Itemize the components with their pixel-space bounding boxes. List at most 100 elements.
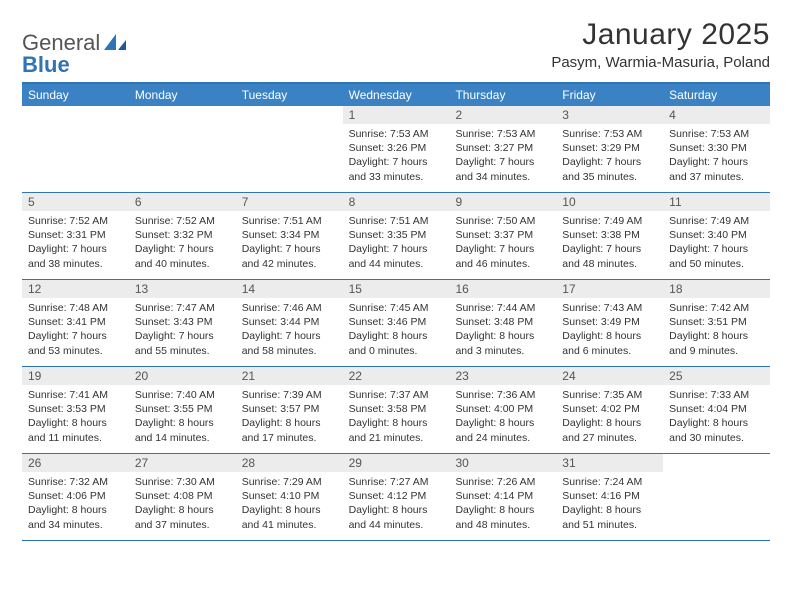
day-sunrise: Sunrise: 7:53 AM	[669, 127, 764, 141]
day-day1: Daylight: 7 hours	[242, 329, 337, 343]
day-body: Sunrise: 7:41 AMSunset: 3:53 PMDaylight:…	[22, 385, 129, 448]
day-sunrise: Sunrise: 7:53 AM	[455, 127, 550, 141]
day-sunset: Sunset: 3:58 PM	[349, 402, 444, 416]
day-cell	[129, 106, 236, 192]
day-body: Sunrise: 7:39 AMSunset: 3:57 PMDaylight:…	[236, 385, 343, 448]
day-header-thursday: Thursday	[449, 84, 556, 106]
day-cell: 29Sunrise: 7:27 AMSunset: 4:12 PMDayligh…	[343, 454, 450, 540]
day-body: Sunrise: 7:40 AMSunset: 3:55 PMDaylight:…	[129, 385, 236, 448]
day-sunset: Sunset: 4:08 PM	[135, 489, 230, 503]
day-cell	[236, 106, 343, 192]
day-day2: and 33 minutes.	[349, 170, 444, 184]
day-day1: Daylight: 8 hours	[28, 503, 123, 517]
day-cell: 10Sunrise: 7:49 AMSunset: 3:38 PMDayligh…	[556, 193, 663, 279]
day-day1: Daylight: 8 hours	[28, 416, 123, 430]
day-sunset: Sunset: 3:37 PM	[455, 228, 550, 242]
day-sunrise: Sunrise: 7:42 AM	[669, 301, 764, 315]
day-day1: Daylight: 7 hours	[28, 242, 123, 256]
day-body: Sunrise: 7:42 AMSunset: 3:51 PMDaylight:…	[663, 298, 770, 361]
day-sunrise: Sunrise: 7:45 AM	[349, 301, 444, 315]
day-sunrise: Sunrise: 7:35 AM	[562, 388, 657, 402]
day-sunrise: Sunrise: 7:32 AM	[28, 475, 123, 489]
day-number: 28	[236, 454, 343, 472]
day-body: Sunrise: 7:53 AMSunset: 3:26 PMDaylight:…	[343, 124, 450, 187]
day-sunrise: Sunrise: 7:48 AM	[28, 301, 123, 315]
day-header-saturday: Saturday	[663, 84, 770, 106]
day-cell: 27Sunrise: 7:30 AMSunset: 4:08 PMDayligh…	[129, 454, 236, 540]
day-cell: 21Sunrise: 7:39 AMSunset: 3:57 PMDayligh…	[236, 367, 343, 453]
day-sunrise: Sunrise: 7:53 AM	[562, 127, 657, 141]
day-sunrise: Sunrise: 7:36 AM	[455, 388, 550, 402]
day-sunset: Sunset: 3:31 PM	[28, 228, 123, 242]
day-day2: and 34 minutes.	[455, 170, 550, 184]
day-sunrise: Sunrise: 7:44 AM	[455, 301, 550, 315]
day-day1: Daylight: 8 hours	[455, 503, 550, 517]
day-number: 8	[343, 193, 450, 211]
day-sunrise: Sunrise: 7:52 AM	[28, 214, 123, 228]
day-cell: 2Sunrise: 7:53 AMSunset: 3:27 PMDaylight…	[449, 106, 556, 192]
location: Pasym, Warmia-Masuria, Poland	[551, 54, 770, 71]
day-number: 5	[22, 193, 129, 211]
day-sunrise: Sunrise: 7:26 AM	[455, 475, 550, 489]
day-sunrise: Sunrise: 7:40 AM	[135, 388, 230, 402]
day-day1: Daylight: 7 hours	[349, 155, 444, 169]
day-body: Sunrise: 7:48 AMSunset: 3:41 PMDaylight:…	[22, 298, 129, 361]
day-day2: and 37 minutes.	[669, 170, 764, 184]
day-day2: and 55 minutes.	[135, 344, 230, 358]
day-cell: 30Sunrise: 7:26 AMSunset: 4:14 PMDayligh…	[449, 454, 556, 540]
sail-icon	[102, 32, 128, 52]
day-sunset: Sunset: 3:51 PM	[669, 315, 764, 329]
day-cell: 15Sunrise: 7:45 AMSunset: 3:46 PMDayligh…	[343, 280, 450, 366]
day-sunset: Sunset: 3:26 PM	[349, 141, 444, 155]
day-day2: and 48 minutes.	[562, 257, 657, 271]
day-day2: and 40 minutes.	[135, 257, 230, 271]
day-number: 24	[556, 367, 663, 385]
day-number: 9	[449, 193, 556, 211]
logo: General Blue	[22, 18, 128, 76]
day-body: Sunrise: 7:51 AMSunset: 3:35 PMDaylight:…	[343, 211, 450, 274]
day-day1: Daylight: 8 hours	[349, 416, 444, 430]
day-cell: 1Sunrise: 7:53 AMSunset: 3:26 PMDaylight…	[343, 106, 450, 192]
day-body: Sunrise: 7:27 AMSunset: 4:12 PMDaylight:…	[343, 472, 450, 535]
day-sunrise: Sunrise: 7:24 AM	[562, 475, 657, 489]
day-sunrise: Sunrise: 7:52 AM	[135, 214, 230, 228]
day-sunrise: Sunrise: 7:49 AM	[669, 214, 764, 228]
day-sunset: Sunset: 3:43 PM	[135, 315, 230, 329]
calendar-page: General Blue January 2025 Pasym, Warmia-…	[0, 0, 792, 559]
day-number: 18	[663, 280, 770, 298]
day-sunset: Sunset: 4:02 PM	[562, 402, 657, 416]
day-sunset: Sunset: 3:57 PM	[242, 402, 337, 416]
day-cell: 9Sunrise: 7:50 AMSunset: 3:37 PMDaylight…	[449, 193, 556, 279]
day-number: 13	[129, 280, 236, 298]
day-number: 12	[22, 280, 129, 298]
day-number: 15	[343, 280, 450, 298]
week-row: 26Sunrise: 7:32 AMSunset: 4:06 PMDayligh…	[22, 454, 770, 541]
title-block: January 2025 Pasym, Warmia-Masuria, Pola…	[551, 18, 770, 71]
day-cell: 18Sunrise: 7:42 AMSunset: 3:51 PMDayligh…	[663, 280, 770, 366]
day-number: 22	[343, 367, 450, 385]
day-day1: Daylight: 8 hours	[349, 503, 444, 517]
day-number: 23	[449, 367, 556, 385]
day-sunrise: Sunrise: 7:53 AM	[349, 127, 444, 141]
day-cell: 26Sunrise: 7:32 AMSunset: 4:06 PMDayligh…	[22, 454, 129, 540]
day-day1: Daylight: 7 hours	[562, 155, 657, 169]
day-sunset: Sunset: 4:16 PM	[562, 489, 657, 503]
day-number: 26	[22, 454, 129, 472]
day-day1: Daylight: 8 hours	[135, 503, 230, 517]
day-number: 19	[22, 367, 129, 385]
day-sunset: Sunset: 3:46 PM	[349, 315, 444, 329]
day-sunrise: Sunrise: 7:27 AM	[349, 475, 444, 489]
day-day1: Daylight: 8 hours	[242, 503, 337, 517]
day-sunset: Sunset: 4:00 PM	[455, 402, 550, 416]
day-sunset: Sunset: 3:41 PM	[28, 315, 123, 329]
day-day2: and 11 minutes.	[28, 431, 123, 445]
day-number: 6	[129, 193, 236, 211]
day-day2: and 46 minutes.	[455, 257, 550, 271]
day-number: 3	[556, 106, 663, 124]
day-sunrise: Sunrise: 7:29 AM	[242, 475, 337, 489]
day-cell: 5 Sunrise: 7:52 AMSunset: 3:31 PMDaylight…	[22, 193, 129, 279]
day-day2: and 3 minutes.	[455, 344, 550, 358]
week-row: 5Sunrise: 7:52 AMSunset: 3:31 PMDaylight…	[22, 193, 770, 280]
day-body: Sunrise: 7:33 AMSunset: 4:04 PMDaylight:…	[663, 385, 770, 448]
day-sunset: Sunset: 3:27 PM	[455, 141, 550, 155]
